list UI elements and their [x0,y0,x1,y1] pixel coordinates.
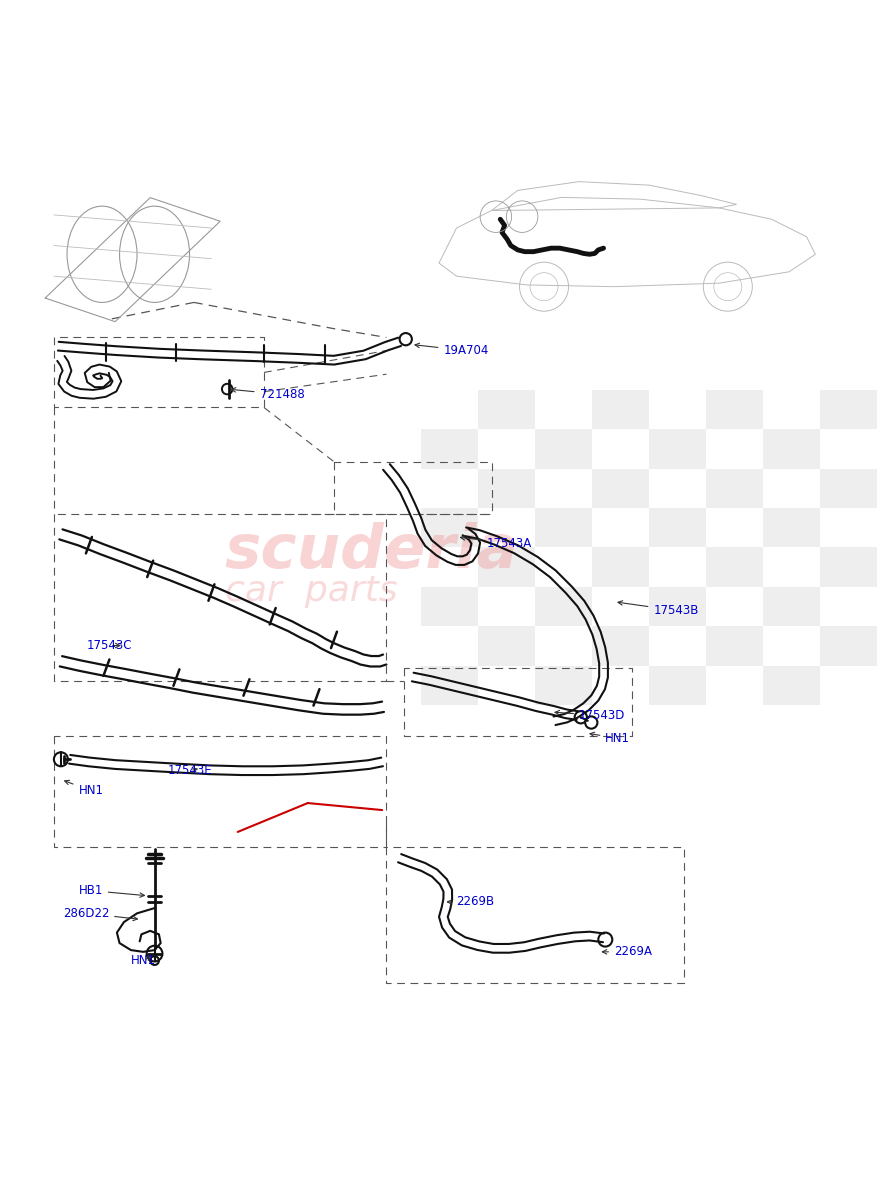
Text: 17543D: 17543D [554,709,624,722]
Bar [421,430,478,469]
Bar [591,626,648,666]
Bar [421,508,478,547]
Bar [478,390,535,430]
Bar [648,430,705,469]
Bar [535,430,591,469]
Bar [705,547,762,587]
Bar [648,587,705,626]
Text: 286D22: 286D22 [62,907,138,920]
Text: 19A704: 19A704 [415,343,488,358]
Bar [819,469,875,508]
Bar [478,469,535,508]
Text: HN1: HN1 [589,732,630,745]
Text: HN1: HN1 [131,954,156,967]
Bar [478,626,535,666]
Text: HN1: HN1 [65,780,103,797]
Text: 2269B: 2269B [447,895,494,908]
Bar [705,390,762,430]
Text: car  parts: car parts [225,575,397,608]
Bar [705,626,762,666]
Text: 17543B: 17543B [617,601,698,617]
Bar [478,547,535,587]
Text: scuderia: scuderia [225,522,517,581]
Text: 17543C: 17543C [87,640,132,652]
Text: 17543E: 17543E [168,764,212,778]
Bar [762,666,819,706]
Bar [819,390,875,430]
Bar [591,390,648,430]
Bar [535,508,591,547]
Bar [648,666,705,706]
Bar [762,430,819,469]
Bar [819,547,875,587]
Bar [762,508,819,547]
Bar [535,666,591,706]
Bar [819,626,875,666]
Text: HB1: HB1 [78,884,144,898]
Text: 2269A: 2269A [602,946,652,959]
Bar [591,547,648,587]
Bar [762,587,819,626]
Bar [421,587,478,626]
Text: 721488: 721488 [231,388,304,401]
Bar [648,508,705,547]
Bar [421,666,478,706]
Bar [535,587,591,626]
Text: 17543A: 17543A [460,535,531,550]
Bar [705,469,762,508]
Bar [591,469,648,508]
